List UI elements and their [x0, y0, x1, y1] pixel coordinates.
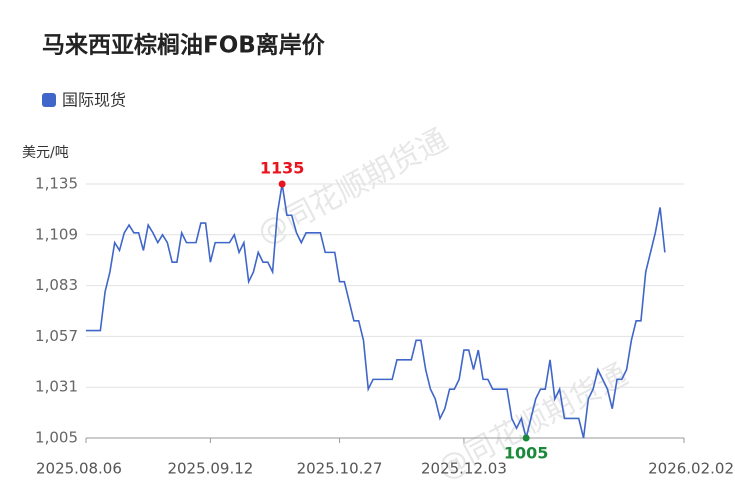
legend-swatch [42, 93, 56, 107]
line [86, 183, 666, 439]
min-label: 1005 [504, 444, 549, 463]
max-point [278, 180, 286, 188]
y-tick-label: 1,031 [35, 378, 78, 396]
x-tick-label: 2025.08.06 [36, 460, 122, 478]
min-point [522, 434, 530, 442]
x-tick-label: 2025.09.12 [167, 460, 253, 478]
y-tick-label: 1,135 [35, 175, 78, 193]
x-tick-label: 2025.10.27 [297, 460, 383, 478]
x-tick-label: 2026.02.02 [648, 460, 734, 478]
y-axis-label: 美元/吨 [22, 145, 69, 161]
y-tick-label: 1,083 [35, 276, 78, 294]
y-tick-label: 1,109 [35, 225, 78, 243]
y-tick-label: 1,005 [35, 429, 78, 447]
max-label: 1135 [260, 159, 305, 178]
x-tick-label: 2025.12.03 [421, 460, 507, 478]
chart-title: 马来西亚棕榈油FOB离岸价 [42, 32, 326, 59]
legend-label: 国际现货 [62, 91, 126, 110]
y-tick-label: 1,057 [35, 327, 78, 345]
